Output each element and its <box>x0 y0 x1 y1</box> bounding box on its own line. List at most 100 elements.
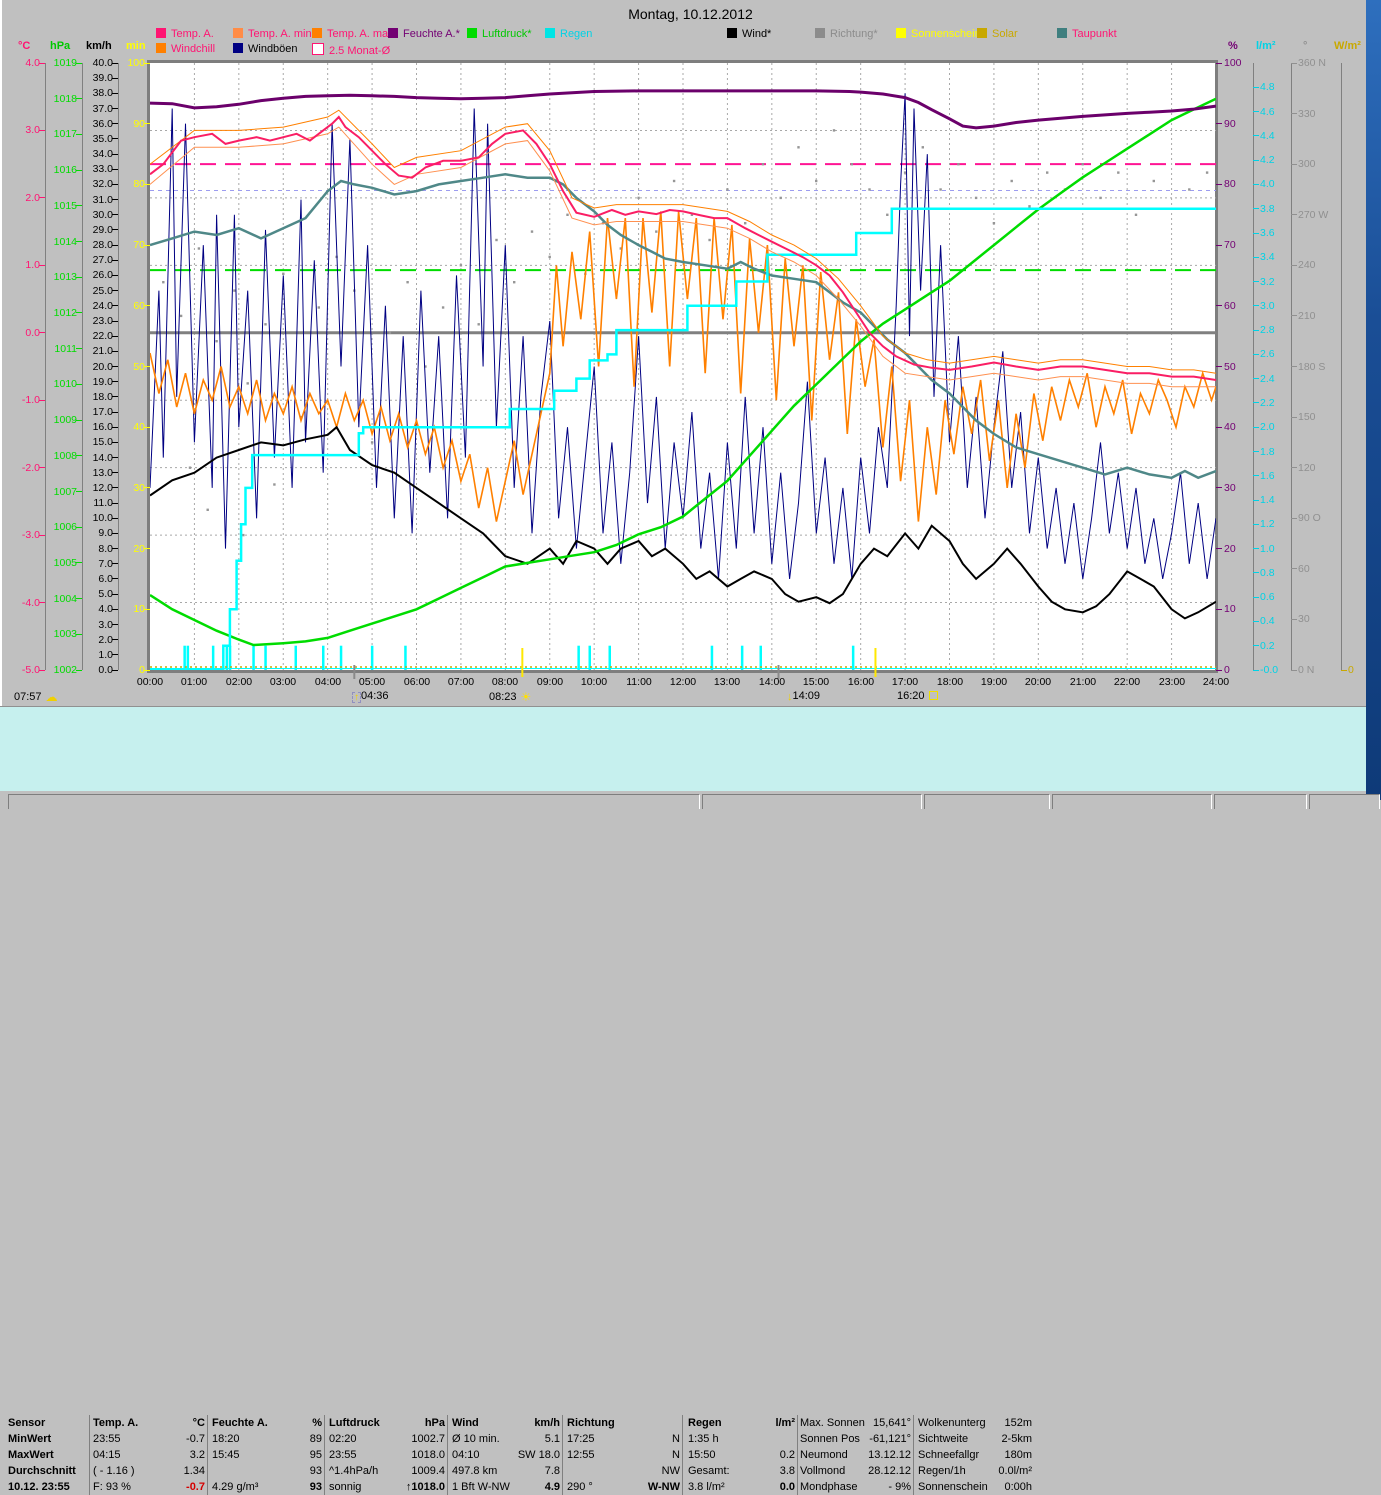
axis-unit-hPa: hPa <box>50 40 71 52</box>
axis-tick <box>1291 163 1297 165</box>
axis-tick-label: 40.0 <box>92 57 113 69</box>
series-temp-max <box>150 109 1216 374</box>
axis-tick <box>1291 416 1297 418</box>
axis-tick-label: 11.0 <box>93 497 113 510</box>
axis-tick <box>112 153 118 155</box>
table-cell-value: 0.2 <box>779 1449 795 1461</box>
axis-tick <box>112 305 118 307</box>
table-row-label: 10.12. 23:55 <box>8 1481 70 1493</box>
series-richtung-dot <box>206 508 209 511</box>
series-richtung-dot <box>188 466 192 469</box>
axis-tick-label: 20 <box>133 542 145 555</box>
axis-tick <box>1253 572 1259 574</box>
axis-tick <box>1216 669 1222 671</box>
axis-tick <box>76 455 82 457</box>
axis-tick-label: 36.0 <box>92 117 113 130</box>
axis-tick <box>112 654 118 656</box>
axis-tick-label: 1007 <box>53 485 77 498</box>
status-panel <box>1309 794 1380 809</box>
table-cell-value: SW 18.0 <box>517 1449 560 1461</box>
axis-tick <box>1253 620 1259 622</box>
statistics-table: Sensor MinWert MaxWert Durchschnitt 10.12. 2… <box>0 706 1381 1495</box>
time-marker-0436: ↑ 04:36 <box>352 690 389 703</box>
x-axis-label: 02:00 <box>225 676 253 688</box>
table-separator <box>682 1415 683 1495</box>
table-cell-value: 95 <box>309 1449 322 1461</box>
axis-tick <box>1253 305 1259 307</box>
series-richtung-dot <box>246 382 249 385</box>
axis-tick-label: 4.4 <box>1260 129 1275 142</box>
axis-tick <box>112 123 118 125</box>
series-richtung-dot <box>1081 163 1084 166</box>
solar-swatch <box>977 28 987 38</box>
series-richtung-dot <box>477 323 480 326</box>
axis-tick-label: 100 <box>127 57 145 69</box>
axis-tick <box>1291 366 1297 367</box>
axis-tick <box>1291 568 1297 570</box>
series-taupunkt <box>150 173 1216 480</box>
axis-tick <box>112 366 118 367</box>
axis-tick <box>39 129 45 131</box>
series-richtung-dot <box>233 289 236 292</box>
axis-tick-label: 60 <box>1224 299 1236 312</box>
axis-tick-label: -5.0 <box>21 664 40 676</box>
axis-line-°C <box>45 63 46 670</box>
series-richtung-dot <box>495 238 498 242</box>
axis-tick <box>1253 645 1259 647</box>
axis-tick-label: 12.0 <box>92 481 113 494</box>
legend-item-temp-a-max: Temp. A. max <box>312 28 394 40</box>
series-richtung-dot <box>779 196 782 200</box>
axis-tick <box>144 487 150 489</box>
status-panel <box>1214 794 1307 809</box>
time-marker-0823: 08:23 ☀ <box>489 690 531 704</box>
axis-tick-label: 60 <box>1298 562 1310 575</box>
axis-tick-label: 120 <box>1298 461 1316 474</box>
cloud-icon: ☁ <box>45 690 58 704</box>
axis-tick <box>112 624 118 625</box>
axis-tick <box>76 62 82 64</box>
axis-tick <box>112 183 118 185</box>
axis-tick-label: 1014 <box>53 235 77 248</box>
axis-tick <box>76 419 82 421</box>
axis-tick-label: 2.0 <box>1260 421 1275 434</box>
axis-tick-label: 20.0 <box>92 360 113 373</box>
axis-tick-label: 0 <box>1348 664 1354 676</box>
table-cell-value: 3.2 <box>189 1449 205 1461</box>
axis-tick-label: 30 <box>1224 481 1236 494</box>
table-separator <box>89 1415 90 1495</box>
table-cell-value <box>688 1432 795 1446</box>
axis-tick <box>112 381 118 383</box>
x-axis-label: 04:00 <box>314 676 342 688</box>
series-richtung-dot <box>317 306 320 309</box>
axis-tick-label: 4.8 <box>1260 81 1275 94</box>
axis-tick <box>1291 618 1297 620</box>
axis-tick <box>144 426 150 428</box>
axis-tick <box>112 320 118 322</box>
luftdruck-label: Luftdruck* <box>482 28 532 40</box>
axis-tick <box>1291 517 1297 519</box>
table-cell-value: ↑1018.0 <box>405 1481 445 1493</box>
series-richtung-dot <box>1046 171 1049 174</box>
axis-tick <box>112 108 118 109</box>
axis-tick-label: 3.4 <box>1260 251 1275 264</box>
table-cell-value: -0.7 <box>186 1433 205 1445</box>
axis-tick-label: 0 <box>139 664 145 676</box>
rain-event-bar <box>225 645 229 670</box>
time-marker-1620: 16:20 <box>897 690 938 702</box>
axis-tick <box>112 578 118 580</box>
x-axis-label: 17:00 <box>891 676 919 688</box>
axis-tick <box>1253 596 1259 598</box>
axis-tick <box>39 467 45 469</box>
axis-tick-label: 1002 <box>53 664 77 676</box>
axis-tick <box>112 244 118 246</box>
axis-tick <box>1253 353 1259 355</box>
axis-tick <box>76 633 82 635</box>
richtung-swatch <box>815 28 825 38</box>
series-windboeen <box>150 93 1216 579</box>
temp-a-min-label: Temp. A. min <box>248 28 312 40</box>
axis-tick <box>112 77 118 79</box>
axis-tick-label: 1.2 <box>1260 518 1275 531</box>
windboeen-swatch <box>233 43 243 53</box>
rain-event-bar <box>252 645 255 670</box>
axis-tick <box>1291 113 1297 115</box>
